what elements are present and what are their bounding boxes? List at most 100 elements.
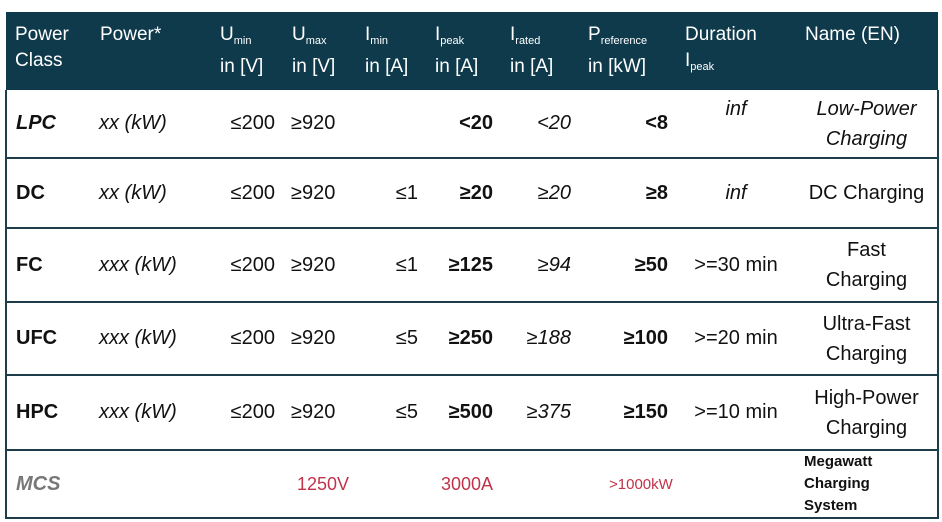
header-row: Power Class Power* Umin in [V] Umax in [V] Imin… [6, 12, 938, 90]
power: xx (kW) [91, 158, 211, 229]
u-min: ≤200 [211, 302, 283, 376]
i-rated: ≥188 [501, 302, 579, 376]
duration: >=20 min [676, 302, 796, 376]
u-max: ≥920 [283, 158, 356, 229]
u-max: ≥920 [283, 302, 356, 376]
name-line: Charging [825, 342, 908, 365]
name-en: Megawatt Charging System [796, 450, 938, 519]
power: xx (kW) [91, 90, 211, 159]
name-en: Ultra-Fast Charging [796, 302, 938, 376]
name-en: DC Charging [796, 158, 938, 229]
header-label: P [588, 24, 601, 45]
u-max: ≥920 [283, 90, 356, 159]
header-label: Name (EN) [805, 24, 901, 45]
header-unit: in [V] [292, 56, 336, 77]
column-header: Ipeak in [A] [426, 12, 501, 90]
header-label: U [292, 24, 306, 45]
column-header: Power* [91, 12, 211, 90]
duration: inf [676, 90, 796, 159]
header-subscript: max [305, 35, 327, 47]
i-min: ≤5 [356, 375, 426, 451]
header-unit: I [685, 50, 691, 71]
name-line: High-Power [814, 386, 919, 409]
duration: >=10 min [676, 375, 796, 451]
name-en: Low-Power Charging [796, 90, 938, 159]
name-line: Megawatt Charging [804, 453, 873, 492]
power-class-table: Power Class Power* Umin in [V] Umax in [V] Imin… [5, 12, 939, 519]
name-line: Fast [847, 239, 886, 261]
p-reference: ≥8 [579, 158, 676, 229]
header-unit: in [A] [435, 56, 479, 77]
i-peak: ≥250 [426, 302, 501, 376]
name-line: Charging [825, 269, 908, 291]
i-peak: ≥125 [426, 228, 501, 303]
table-row: UFC xxx (kW) ≤200 ≥920 ≤5 ≥250 ≥188 ≥100… [6, 302, 938, 376]
u-min: ≤200 [211, 158, 283, 229]
header-label: I [510, 24, 516, 45]
u-min: ≤200 [211, 90, 283, 159]
table-row: LPC xx (kW) ≤200 ≥920 <20 <20 <8 inf Low… [6, 90, 938, 159]
i-peak: <20 [426, 90, 501, 159]
name-line: Low-Power [816, 97, 917, 120]
header-label: Power [15, 24, 69, 45]
i-min [356, 90, 426, 159]
p-reference: ≥150 [579, 375, 676, 451]
header-subscript: peak [440, 35, 465, 47]
table-row: FC xxx (kW) ≤200 ≥920 ≤1 ≥125 ≥94 ≥50 >=… [6, 228, 938, 303]
header-subscript: rated [515, 35, 541, 47]
header-unit: Class [15, 50, 63, 71]
name-en: High-Power Charging [796, 375, 938, 451]
i-min: ≤1 [356, 228, 426, 303]
p-reference: ≥50 [579, 228, 676, 303]
header-subscript: reference [600, 35, 648, 47]
u-max: 1250V [211, 450, 356, 519]
column-header: Umin in [V] [211, 12, 283, 90]
p-reference: >1000kW [501, 450, 676, 519]
name-line: Charging [825, 416, 908, 439]
header-label: I [365, 24, 371, 45]
i-peak: ≥500 [426, 375, 501, 451]
table-row: HPC xxx (kW) ≤200 ≥920 ≤5 ≥500 ≥375 ≥150… [6, 375, 938, 451]
power: xxx (kW) [91, 375, 211, 451]
header-unit-subscript: peak [690, 61, 715, 73]
i-peak: ≥20 [426, 158, 501, 229]
i-min: ≤5 [356, 302, 426, 376]
i-rated: <20 [501, 90, 579, 159]
header-label: Power* [100, 24, 162, 45]
table-row-mcs: MCS 1250V 3000A >1000kW Megawatt Chargin… [6, 450, 938, 519]
column-header: Preference in [kW] [579, 12, 676, 90]
column-header: Duration Ipeak [676, 12, 796, 90]
name-line: Charging [825, 127, 908, 150]
p-reference: <8 [579, 90, 676, 159]
header-unit: in [V] [220, 56, 264, 77]
power-class: FC [6, 228, 91, 303]
power-class: HPC [6, 375, 91, 451]
power-class: MCS [6, 450, 91, 519]
u-min: ≤200 [211, 228, 283, 303]
power: xxx (kW) [91, 228, 211, 303]
power-class: LPC [6, 90, 91, 159]
header-label: Duration [685, 24, 757, 45]
power-class: DC [6, 158, 91, 229]
header-label: I [435, 24, 441, 45]
column-header: Imin in [A] [356, 12, 426, 90]
name-line: Ultra-Fast [822, 312, 911, 335]
name-line: System [804, 497, 858, 514]
u-min: ≤200 [211, 375, 283, 451]
u-max: ≥920 [283, 375, 356, 451]
header-subscript: min [370, 35, 389, 47]
u-max: ≥920 [283, 228, 356, 303]
i-rated: ≥20 [501, 158, 579, 229]
duration: >=30 min [676, 228, 796, 303]
header-unit: in [kW] [588, 56, 647, 77]
name-line: DC Charging [808, 182, 925, 204]
header-label: U [220, 24, 234, 45]
i-min: ≤1 [356, 158, 426, 229]
power: xxx (kW) [91, 302, 211, 376]
header-unit: in [A] [365, 56, 409, 77]
table-row: DC xx (kW) ≤200 ≥920 ≤1 ≥20 ≥20 ≥8 inf D… [6, 158, 938, 229]
header-unit: in [A] [510, 56, 554, 77]
column-header: Power Class [6, 12, 91, 90]
duration: inf [676, 158, 796, 229]
p-reference: ≥100 [579, 302, 676, 376]
